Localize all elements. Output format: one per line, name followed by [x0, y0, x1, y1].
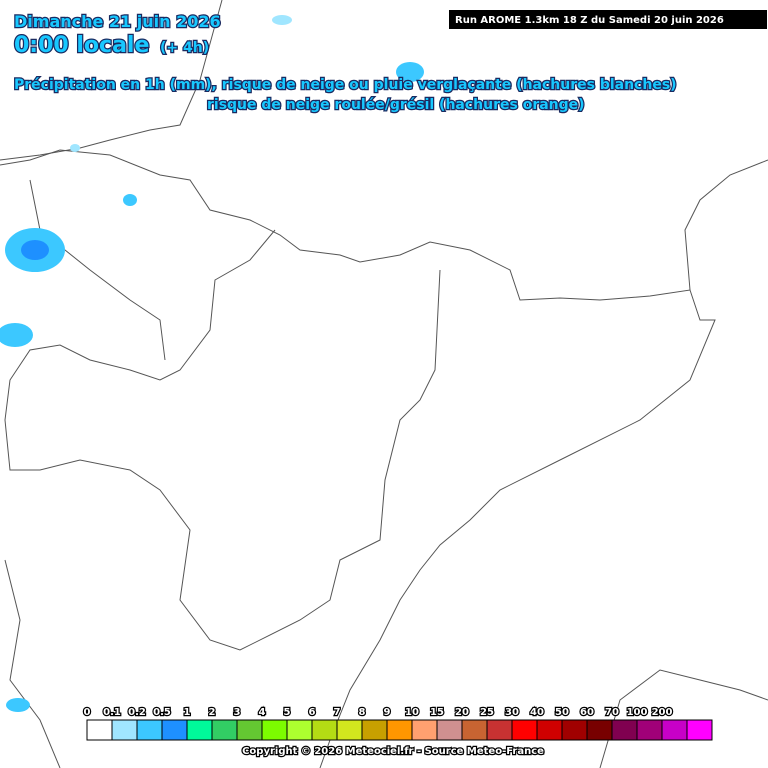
legend: 0 0.1 0.2 0.5 1 2 3 4 5 6 7 8 9 10 15 20 25 30 40 50 60 70 100…: [82, 706, 713, 741]
legend-swatch: [161, 719, 188, 741]
legend-label: 30: [505, 707, 519, 718]
legend-label: 60: [580, 707, 594, 718]
legend-swatch: [386, 719, 413, 741]
legend-label: 25: [480, 707, 494, 718]
legend-label: 0.1: [103, 707, 121, 718]
legend-swatch: [361, 719, 388, 741]
legend-swatch: [411, 719, 438, 741]
legend-label: 6: [309, 707, 316, 718]
legend-swatch: [336, 719, 363, 741]
legend-swatch: [461, 719, 488, 741]
legend-label: 0.5: [153, 707, 171, 718]
legend-label: 5: [284, 707, 291, 718]
legend-label: 50: [555, 707, 569, 718]
legend-swatch: [661, 719, 688, 741]
legend-swatch: [436, 719, 463, 741]
run-info: Run AROME 1.3km 18 Z du Samedi 20 juin 2…: [455, 15, 724, 26]
legend-swatch: [586, 719, 613, 741]
legend-label: 0.2: [128, 707, 146, 718]
legend-label: 9: [384, 707, 391, 718]
title-line-1: Précipitation en 1h (mm), risque de neig…: [14, 77, 677, 93]
legend-label: 15: [430, 707, 444, 718]
lead: (+ 4h): [160, 40, 209, 56]
legend-label: 20: [455, 707, 469, 718]
legend-swatch: [636, 719, 663, 741]
legend-label: 8: [359, 707, 366, 718]
legend-label: 100: [627, 707, 648, 718]
copyright: Copyright © 2026 Meteociel.fr - Source M…: [242, 746, 544, 757]
legend-label: 0: [84, 707, 91, 718]
legend-swatch: [186, 719, 213, 741]
legend-swatch: [86, 719, 113, 741]
legend-swatch: [536, 719, 563, 741]
legend-swatch: [311, 719, 338, 741]
legend-label: 3: [234, 707, 241, 718]
legend-swatch: [611, 719, 638, 741]
legend-label: 200: [652, 707, 673, 718]
legend-label: 10: [405, 707, 419, 718]
legend-swatch: [261, 719, 288, 741]
legend-swatch: [211, 719, 238, 741]
legend-label: 40: [530, 707, 544, 718]
time: 0:00 locale: [14, 33, 149, 58]
legend-swatch: [511, 719, 538, 741]
legend-swatch: [486, 719, 513, 741]
legend-swatch: [111, 719, 138, 741]
legend-swatch: [286, 719, 313, 741]
date: Dimanche 21 juin 2026: [14, 12, 221, 31]
run-box: [449, 10, 767, 29]
legend-swatch: [236, 719, 263, 741]
legend-label: 7: [334, 707, 341, 718]
legend-swatch: [561, 719, 588, 741]
precipitation: [0, 15, 424, 712]
legend-label: 70: [605, 707, 619, 718]
legend-label: 2: [209, 707, 216, 718]
title-line-2: risque de neige roulée/grésil (hachures …: [207, 97, 585, 113]
legend-label: 1: [184, 707, 191, 718]
legend-swatch: [136, 719, 163, 741]
legend-label: 4: [259, 707, 266, 718]
legend-swatch: [686, 719, 713, 741]
